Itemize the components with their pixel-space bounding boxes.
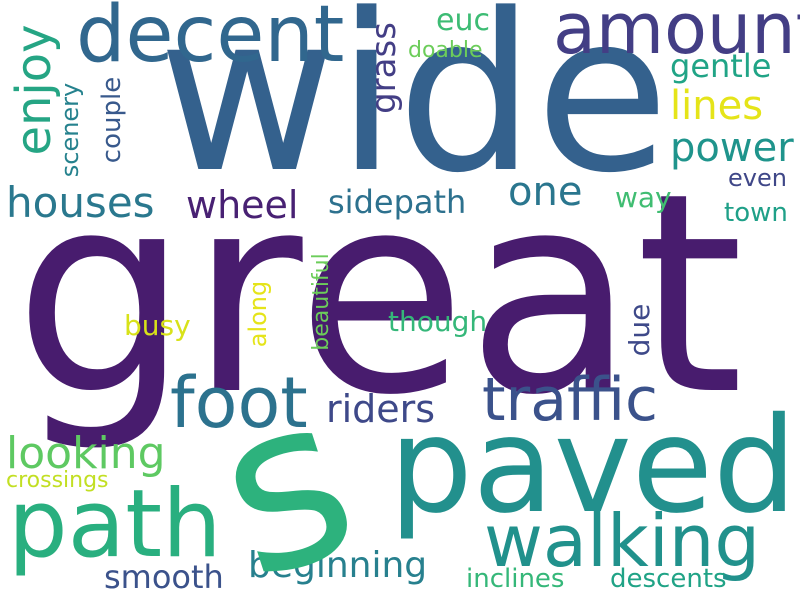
word-along: along (244, 280, 272, 348)
word-scenery: scenery (56, 82, 84, 178)
word-traffic: traffic (482, 365, 658, 435)
word-riders: riders (326, 387, 436, 431)
word-amount: amount (553, 0, 800, 70)
word-beautiful: beautiful (309, 253, 334, 351)
word-even: even (728, 164, 787, 192)
word-gentle: gentle (670, 47, 772, 85)
word-paved: paved (389, 389, 797, 543)
word-grass: grass (364, 22, 404, 114)
word-path: path (8, 470, 222, 579)
word-great: great (14, 135, 744, 456)
word-descents: descents (610, 564, 727, 594)
word-due: due (623, 303, 656, 357)
word-sidepath: sidepath (328, 183, 467, 221)
word-busy: busy (124, 309, 191, 342)
word-decent: decent (76, 0, 345, 80)
word-enjoy: enjoy (6, 24, 62, 156)
word-smooth: smooth (104, 558, 224, 596)
word-wide: wide (158, 0, 670, 221)
word-though: though (388, 305, 488, 338)
word-wheel: wheel (186, 183, 299, 227)
word-one: one (508, 169, 583, 215)
word-crossings: crossings (6, 468, 109, 493)
word-lines: lines (670, 83, 764, 129)
word-houses: houses (6, 178, 155, 227)
word-euc: euc (436, 3, 490, 38)
word-doable: doable (408, 38, 483, 63)
word-inclines: inclines (466, 564, 565, 594)
word-town: town (724, 198, 788, 228)
word-beginning: beginning (248, 545, 428, 586)
word-power: power (670, 125, 794, 171)
word-way: way (615, 181, 672, 214)
word-looking: looking (6, 428, 166, 479)
word-walking: walking (484, 499, 761, 583)
word-foot: foot (170, 362, 308, 444)
word-couple: couple (97, 76, 127, 164)
